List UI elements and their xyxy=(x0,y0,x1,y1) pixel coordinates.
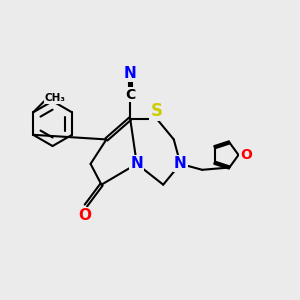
Text: CH₃: CH₃ xyxy=(44,93,65,103)
Text: O: O xyxy=(78,208,91,223)
Text: N: N xyxy=(174,156,187,171)
Text: O: O xyxy=(240,148,252,162)
Text: N: N xyxy=(124,66,136,81)
Text: N: N xyxy=(130,156,143,171)
Text: C: C xyxy=(125,88,135,101)
Text: S: S xyxy=(151,102,163,120)
